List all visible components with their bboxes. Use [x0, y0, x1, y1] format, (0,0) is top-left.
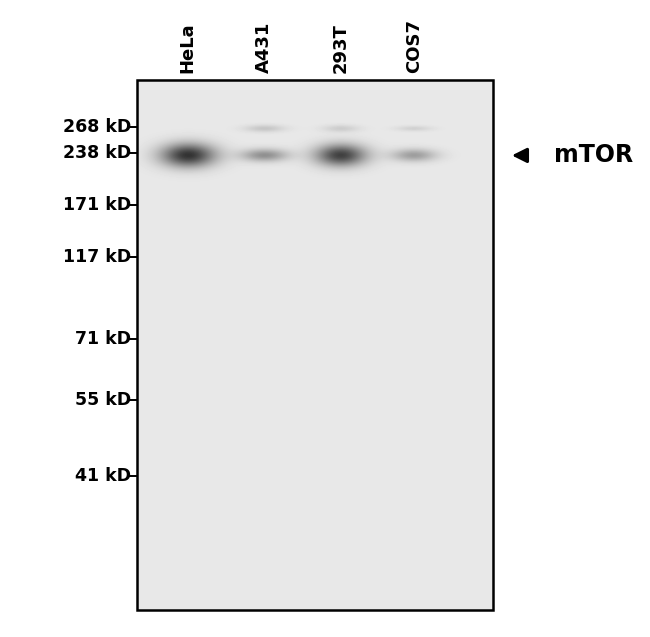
Bar — [136, 80, 493, 610]
Text: 238 kD: 238 kD — [63, 144, 131, 162]
Text: 117 kD: 117 kD — [63, 248, 131, 266]
Text: A431: A431 — [255, 22, 273, 73]
Text: COS7: COS7 — [405, 19, 422, 73]
Text: 171 kD: 171 kD — [63, 196, 131, 214]
Text: 268 kD: 268 kD — [63, 118, 131, 136]
Text: 293T: 293T — [332, 24, 350, 73]
Text: 71 kD: 71 kD — [75, 330, 131, 348]
Text: 41 kD: 41 kD — [75, 468, 131, 485]
Text: mTOR: mTOR — [554, 143, 632, 168]
Text: HeLa: HeLa — [179, 23, 197, 73]
Text: 55 kD: 55 kD — [75, 391, 131, 409]
